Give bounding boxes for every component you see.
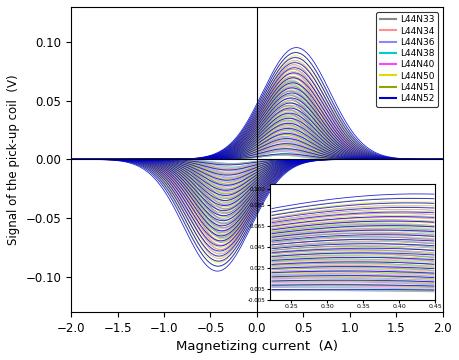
Legend: L44N33, L44N34, L44N36, L44N38, L44N40, L44N50, L44N51, L44N52: L44N33, L44N34, L44N36, L44N38, L44N40, … xyxy=(376,12,438,107)
X-axis label: Magnetizing current  (A): Magnetizing current (A) xyxy=(176,340,338,353)
Y-axis label: Signal of the pick-up coil  (V): Signal of the pick-up coil (V) xyxy=(7,74,20,245)
